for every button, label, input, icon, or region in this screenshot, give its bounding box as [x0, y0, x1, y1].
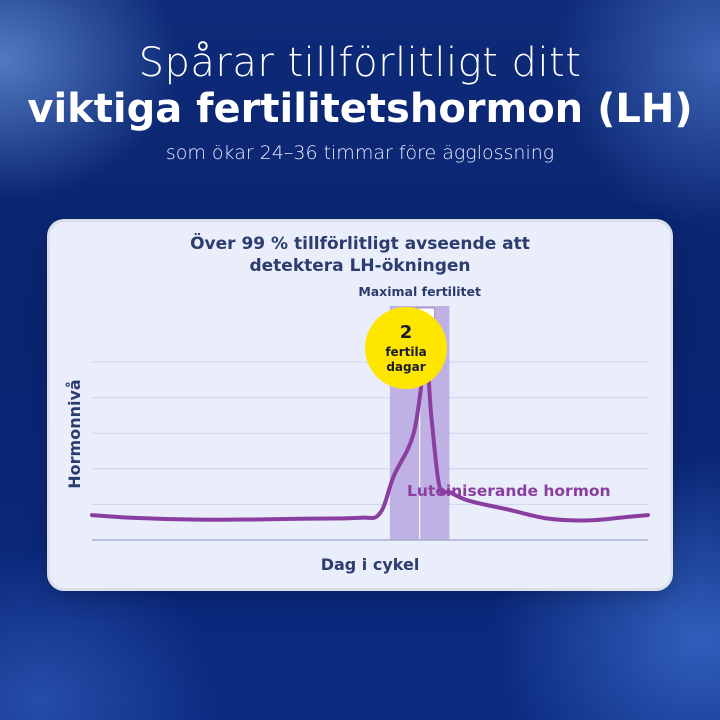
- headline-line2: viktiga fertilitetshormon (LH): [27, 86, 693, 132]
- chart-card: Över 99 % tillförlitligt avseende att de…: [50, 222, 670, 588]
- chart-title-line2: detektera LH-ökningen: [249, 256, 470, 276]
- x-axis-label: Dag i cykel: [321, 555, 420, 574]
- y-axis-label: Hormonnivå: [65, 379, 84, 488]
- badge-line1: fertila: [385, 345, 426, 359]
- chart-title-line1: Över 99 % tillförlitligt avseende att: [190, 232, 530, 254]
- badge-number: 2: [400, 322, 413, 343]
- max-fertility-label: Maximal fertilitet: [358, 284, 481, 299]
- lh-chart: Över 99 % tillförlitligt avseende att de…: [65, 232, 650, 574]
- badge-line2: dagar: [386, 360, 425, 374]
- headline-subtitle: som ökar 24–36 timmar före ägglossning: [165, 142, 555, 164]
- fertile-days-badge: 2 fertila dagar: [365, 307, 447, 389]
- headline-line1: Spårar tillförlitligt ditt: [138, 40, 582, 86]
- series-label-lh: Luteiniserande hormon: [407, 482, 611, 500]
